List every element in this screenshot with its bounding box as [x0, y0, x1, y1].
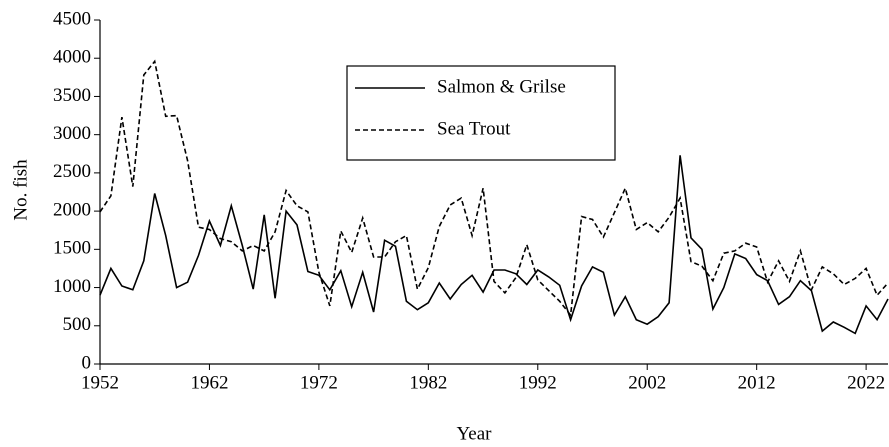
y-tick-label: 3000	[53, 123, 91, 144]
y-tick-label: 1500	[53, 238, 91, 259]
x-tick-label: 1952	[81, 372, 119, 393]
x-axis-label: Year	[456, 423, 492, 444]
x-tick-label: 1972	[300, 372, 338, 393]
y-tick-label: 4000	[53, 47, 91, 68]
x-tick-label: 2002	[628, 372, 666, 393]
x-tick-label: 2022	[847, 372, 885, 393]
y-tick-label: 3500	[53, 85, 91, 106]
y-tick-label: 2500	[53, 161, 91, 182]
x-tick-label: 1992	[519, 372, 557, 393]
legend-box	[346, 65, 616, 161]
y-tick-label: 0	[82, 352, 92, 373]
series-line	[99, 59, 889, 318]
x-tick-label: 2012	[738, 372, 776, 393]
y-tick-label: 1000	[53, 276, 91, 297]
x-tick-label: 1982	[409, 372, 447, 393]
y-tick-label: 500	[63, 314, 92, 335]
series-line	[99, 155, 889, 335]
x-tick-label: 1962	[190, 372, 228, 393]
y-tick-label: 2000	[53, 199, 91, 220]
legend-label: Salmon & Grilse	[437, 76, 566, 97]
y-tick-label: 4500	[53, 8, 91, 29]
legend-label: Sea Trout	[437, 118, 511, 139]
y-axis-label: No. fish	[10, 159, 31, 221]
